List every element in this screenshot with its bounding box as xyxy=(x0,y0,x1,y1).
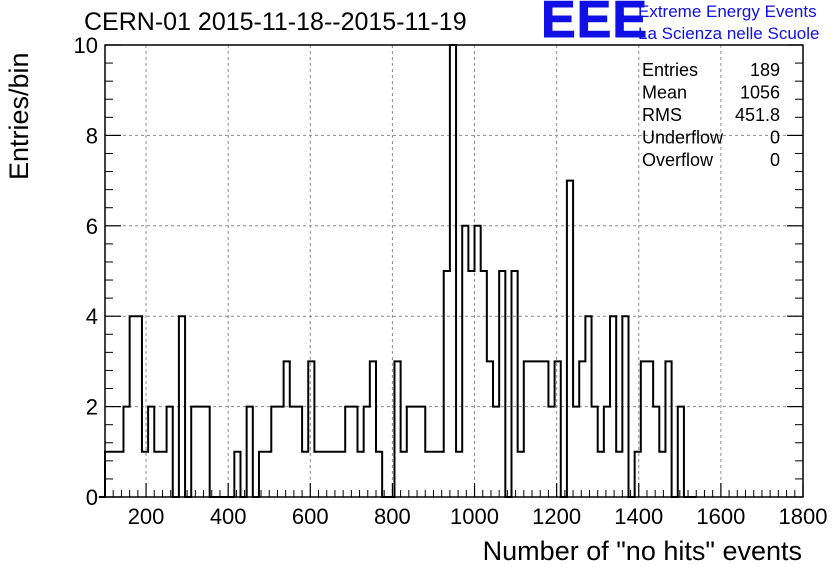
stats-box: Entries 189 Mean 1056 RMS 451.8 Underflow 0 Over… xyxy=(642,60,780,170)
x-axis-label: Number of "no hits" events xyxy=(482,536,802,566)
stats-value: 1056 xyxy=(740,83,780,103)
histogram-bin xyxy=(659,452,665,497)
histogram-bin xyxy=(321,452,327,497)
histogram-bin xyxy=(573,407,579,497)
stats-label: Overflow xyxy=(642,150,714,170)
histogram-bin xyxy=(111,452,117,497)
histogram-bin xyxy=(598,452,604,497)
stats-label: RMS xyxy=(642,105,682,125)
logo-caption-line-2: La Scienza nelle Scuole xyxy=(638,24,820,43)
histogram-bin xyxy=(358,452,364,497)
x-tick-label: 1800 xyxy=(779,504,828,529)
tick-labels: 200 400 600 800 1000 1200 1400 1600 1800 0 2 4 6 8 10 xyxy=(74,33,828,529)
y-tick-label: 6 xyxy=(86,214,98,239)
histogram-bin xyxy=(530,361,536,497)
x-tick-label: 400 xyxy=(210,504,247,529)
histogram-bin xyxy=(493,407,499,497)
histogram-bin xyxy=(425,452,431,497)
histogram-bin xyxy=(314,452,320,497)
y-tick-label: 0 xyxy=(86,485,98,510)
histogram-bin xyxy=(142,452,148,497)
histogram-outline xyxy=(98,44,697,498)
plot-frame xyxy=(104,44,804,498)
logo-caption-line-1: Extreme Energy Events xyxy=(638,2,817,21)
x-tick-label: 1000 xyxy=(450,504,499,529)
x-tick-label: 1400 xyxy=(614,504,663,529)
stats-value: 0 xyxy=(770,150,780,170)
histogram-bin xyxy=(413,407,419,497)
stats-label: Entries xyxy=(642,60,698,80)
y-tick-label: 2 xyxy=(86,395,98,420)
x-tick-label: 1600 xyxy=(696,504,745,529)
histogram-bin xyxy=(327,452,333,497)
y-tick-label: 10 xyxy=(74,33,98,58)
histogram-bin xyxy=(339,452,345,497)
histogram-bin xyxy=(302,452,308,497)
histogram-bin xyxy=(616,452,622,497)
histogram-bin xyxy=(536,361,542,497)
histogram-bin xyxy=(117,452,123,497)
x-tick-label: 1200 xyxy=(532,504,581,529)
stats-value: 451.8 xyxy=(735,105,780,125)
histogram-bin xyxy=(197,407,203,497)
stats-label: Mean xyxy=(642,83,687,103)
histogram-bin xyxy=(154,452,160,497)
eee-logo: EEE xyxy=(540,0,649,49)
histogram-bin xyxy=(438,452,444,497)
histogram-bin xyxy=(518,452,524,497)
histogram-bin xyxy=(277,407,283,497)
x-tick-label: 200 xyxy=(128,504,165,529)
chart-title: CERN-01 2015-11-18--2015-11-19 xyxy=(84,8,467,36)
histogram-bin xyxy=(456,452,462,497)
histogram-bin xyxy=(265,452,271,497)
y-tick-label: 4 xyxy=(86,304,98,329)
histogram-bin xyxy=(468,271,474,497)
histogram-bin xyxy=(548,407,554,497)
y-tick-label: 8 xyxy=(86,123,98,148)
histogram-bin xyxy=(431,452,437,497)
stats-value: 0 xyxy=(770,128,780,148)
histogram-bin xyxy=(401,452,407,497)
stats-value: 189 xyxy=(750,60,780,80)
x-tick-label: 800 xyxy=(374,504,411,529)
histogram-bin xyxy=(290,407,296,497)
stats-label: Underflow xyxy=(642,128,724,148)
histogram-bin xyxy=(333,452,339,497)
histogram-bin xyxy=(160,452,166,497)
x-tick-label: 600 xyxy=(292,504,329,529)
